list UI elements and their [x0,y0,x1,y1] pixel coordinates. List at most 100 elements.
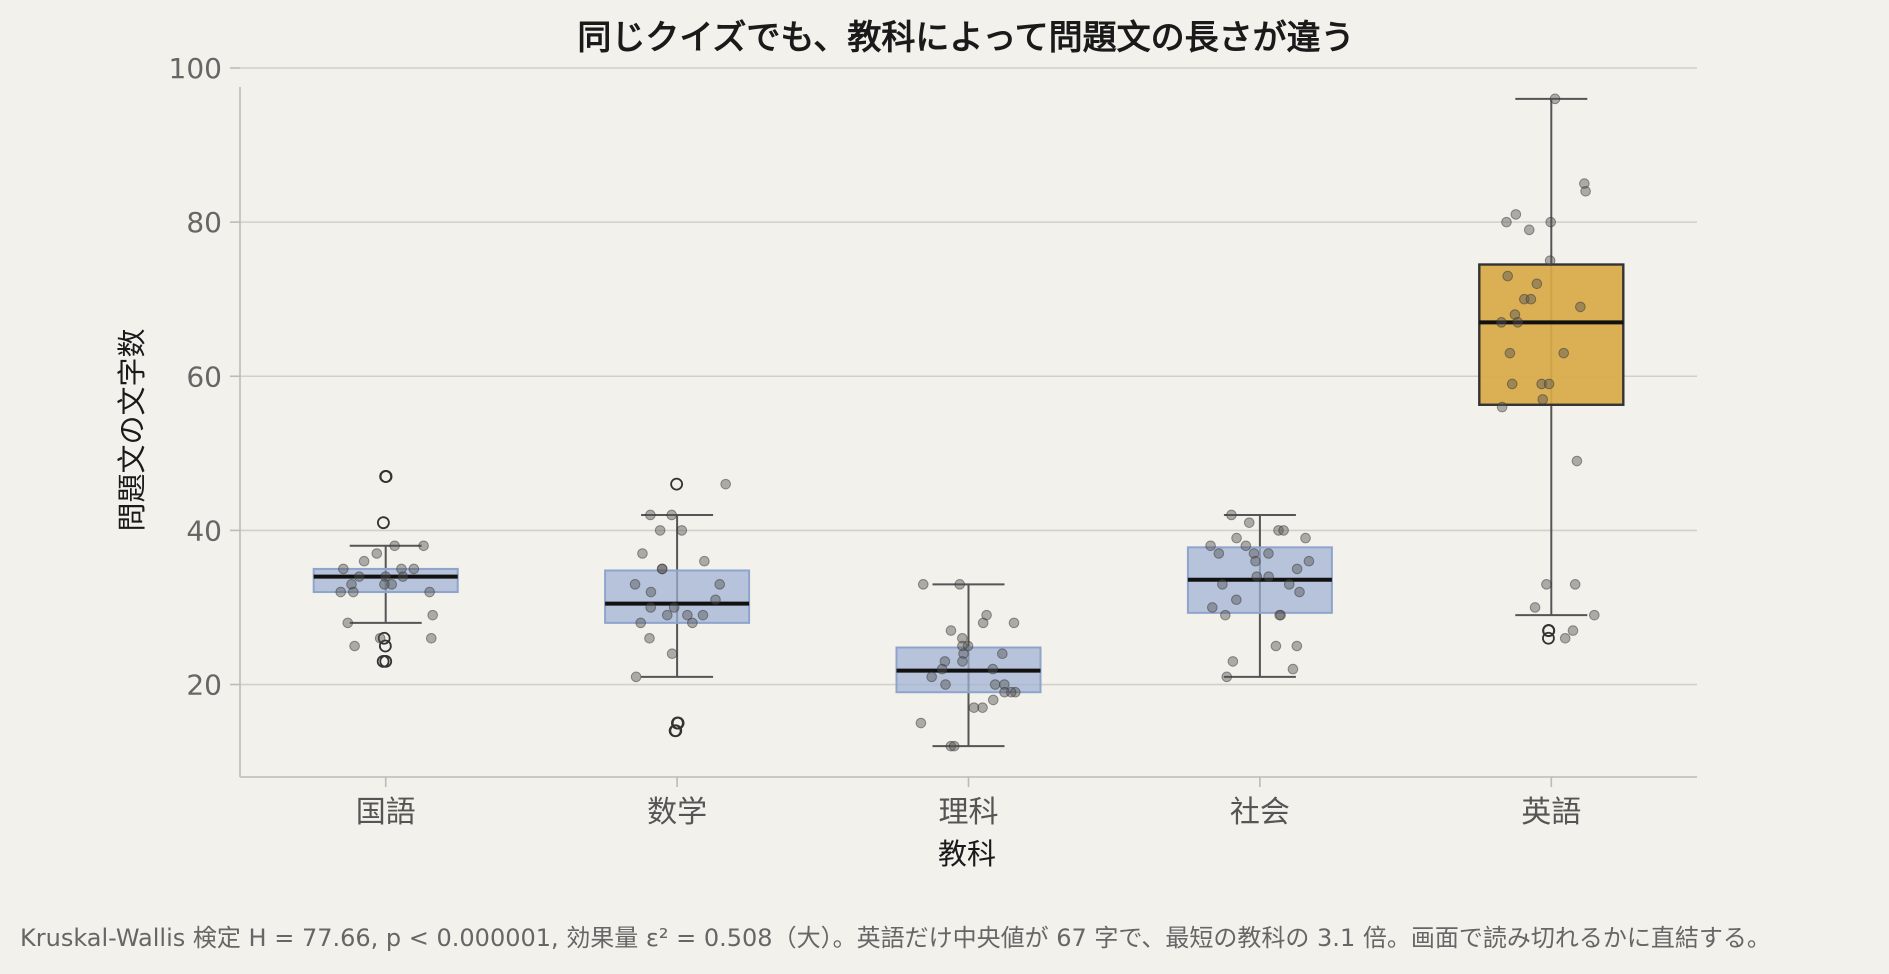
point-国語-9 [397,571,409,582]
point-英語-18 [1536,378,1547,390]
outlier-国語-3 [377,631,391,645]
point-社会-1 [1243,517,1255,528]
point-数学-22 [630,671,642,683]
point-社会-10 [1213,548,1225,559]
point-社会-28 [1221,671,1233,683]
point-社会-20 [1207,602,1218,613]
point-数学-13 [668,602,680,613]
x-tick-labels: 国語 数学 理科 社会 英語 [356,795,1582,830]
point-数学-1 [666,509,677,521]
point-国語-19 [425,632,437,644]
point-社会-14 [1263,571,1274,582]
point-社会-24 [1270,640,1282,652]
point-国語-18 [374,632,386,644]
point-国語-14 [335,586,347,598]
point-数学-11 [645,586,657,598]
point-数学-10 [714,579,726,590]
outlier-国語-1 [379,470,393,483]
point-数学-6 [699,555,710,567]
point-国語-16 [427,609,438,621]
point-社会-4 [1231,532,1242,544]
point-英語-15 [1496,317,1507,328]
point-理科-9 [997,648,1008,659]
point-英語-8 [1502,270,1514,282]
point-理科-12 [939,656,951,667]
point-国語-11 [386,579,398,590]
outlier-国語-4 [378,639,392,653]
point-社会-21 [1220,609,1231,621]
point-国語-13 [348,586,359,598]
point-英語-19 [1506,378,1518,390]
point-社会-12 [1250,555,1261,567]
outlier-数学-0 [670,477,684,491]
point-数学-18 [687,617,698,629]
point-理科-15 [926,671,937,683]
point-数学-19 [635,617,647,629]
point-英語-28 [1567,625,1579,636]
point-英語-14 [1512,317,1524,328]
point-社会-15 [1251,571,1263,582]
point-理科-21 [999,686,1010,698]
point-数学-15 [682,609,693,621]
point-英語-4 [1545,216,1557,228]
box-英語 [1478,263,1625,406]
x-tick-label-数学: 数学 [647,795,707,830]
point-数学-20 [644,632,655,644]
point-社会-7 [1240,540,1252,552]
point-英語-20 [1543,378,1555,390]
point-理科-0 [917,579,929,590]
y-tick-label-20: 20 [186,669,222,702]
point-数学-2 [645,509,656,521]
point-国語-5 [396,563,407,575]
x-tick-label-理科: 理科 [939,795,999,830]
point-社会-27 [1287,663,1299,675]
point-社会-16 [1217,579,1228,590]
point-英語-23 [1571,455,1583,467]
point-英語-5 [1501,216,1512,228]
point-理科-13 [936,663,948,675]
point-社会-6 [1205,540,1216,552]
point-理科-17 [989,679,1001,690]
point-国語-0 [418,540,429,552]
point-英語-24 [1541,579,1552,590]
point-英語-17 [1504,347,1516,359]
point-国語-1 [389,540,400,552]
point-英語-29 [1559,632,1571,644]
outlier-英語-1 [1542,624,1556,637]
point-理科-7 [962,640,974,652]
point-社会-11 [1303,555,1315,567]
point-英語-13 [1509,309,1521,320]
x-tick-label-英語: 英語 [1521,795,1581,830]
point-社会-8 [1263,548,1274,559]
point-英語-27 [1589,609,1600,621]
point-理科-27 [948,740,960,752]
x-tick-label-社会: 社会 [1230,795,1290,830]
point-理科-14 [987,663,999,675]
point-理科-25 [915,717,927,729]
point-社会-3 [1278,525,1289,536]
point-英語-25 [1569,579,1581,590]
point-国語-20 [349,640,360,652]
point-理科-3 [977,617,989,629]
point-数学-0 [720,478,731,490]
point-英語-6 [1523,224,1535,236]
point-理科-18 [999,679,1010,690]
y-tick-label-100: 100 [169,52,222,85]
gridlines [240,67,1697,686]
point-数学-16 [661,609,673,621]
point-英語-3 [1510,209,1522,220]
point-英語-9 [1531,278,1543,290]
point-社会-9 [1248,548,1260,559]
outlier-国語-2 [376,516,390,530]
outlier-英語-2 [1542,631,1555,645]
point-数学-5 [637,548,648,559]
footnote: Kruskal-Wallis 検定 H = 77.66, p < 0.00000… [20,924,1771,952]
box-数学 [604,569,751,624]
point-社会-25 [1291,640,1303,652]
point-数学-17 [697,609,709,621]
point-国語-10 [346,579,357,590]
point-国語-12 [379,579,390,590]
point-社会-18 [1294,586,1305,598]
point-英語-16 [1558,347,1570,359]
y-axis-label: 問題文の文字数 [115,328,149,531]
